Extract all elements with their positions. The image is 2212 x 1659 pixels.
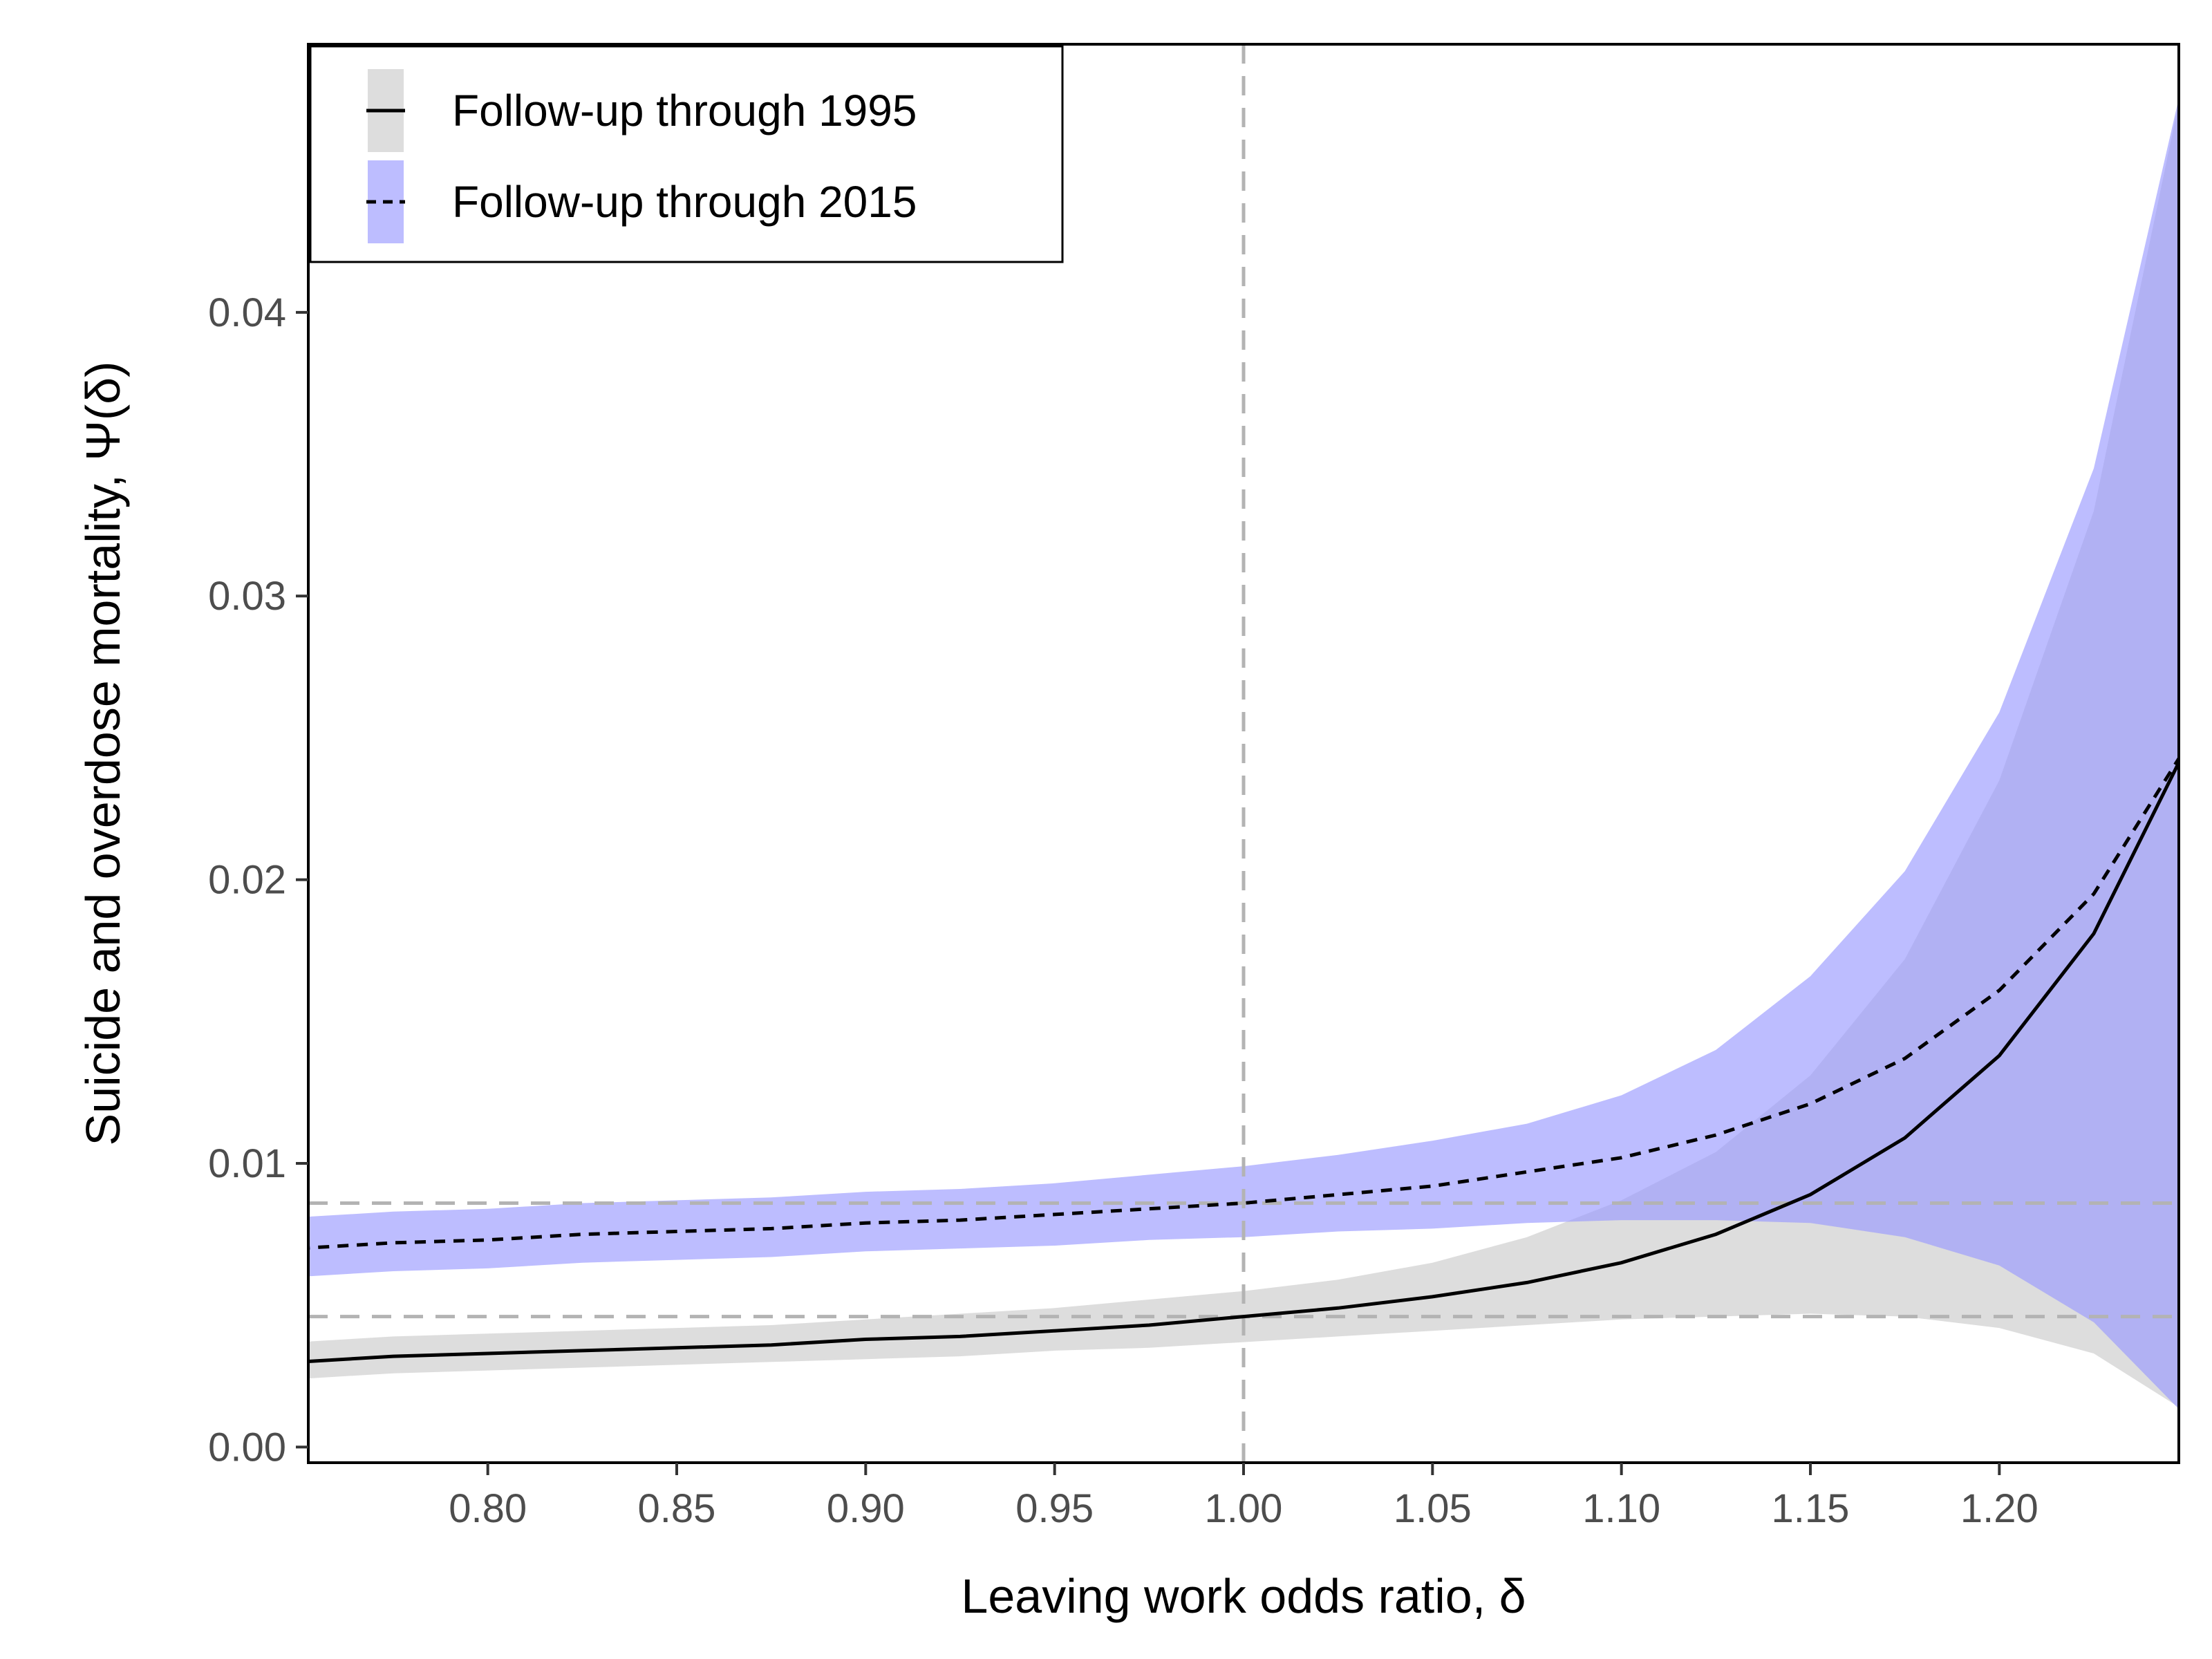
y-axis-title: Suicide and overdose mortality, Ψ(δ) (76, 362, 130, 1146)
legend: Follow-up through 1995 Follow-up through … (309, 45, 1064, 263)
x-tick-label: 0.95 (1015, 1486, 1094, 1531)
y-tick-label: 0.04 (208, 290, 286, 335)
y-tick-label: 0.01 (208, 1141, 286, 1186)
confidence-band-1 (308, 102, 2179, 1407)
x-tick-label: 1.15 (1772, 1486, 1850, 1531)
series-line-1 (308, 758, 2179, 1363)
legend-box (309, 45, 1064, 263)
x-tick-label: 1.20 (1960, 1486, 2038, 1531)
x-axis-title: Leaving work odds ratio, δ (961, 1569, 1526, 1623)
x-tick-label: 0.90 (827, 1486, 905, 1531)
legend-label: Follow-up through 1995 (452, 86, 917, 135)
axes: 0.80 0.85 0.90 0.95 1.00 1.05 1.10 1.15 1.20 0.00… (208, 43, 2180, 1531)
y-tick-label: 0.02 (208, 858, 286, 903)
x-tick-label: 1.10 (1582, 1486, 1660, 1531)
legend-label: Follow-up through 2015 (452, 177, 917, 227)
series-line-2 (308, 755, 2179, 1250)
x-tick-label: 1.00 (1205, 1486, 1283, 1531)
x-tick-label: 0.85 (638, 1486, 716, 1531)
confidence-band-2 (308, 98, 2179, 1409)
plot-area (308, 44, 2179, 1463)
x-tick-label: 0.80 (449, 1486, 527, 1531)
x-tick-label: 1.05 (1394, 1486, 1472, 1531)
y-tick-label: 0.03 (208, 574, 286, 619)
y-tick-label: 0.00 (208, 1425, 286, 1470)
